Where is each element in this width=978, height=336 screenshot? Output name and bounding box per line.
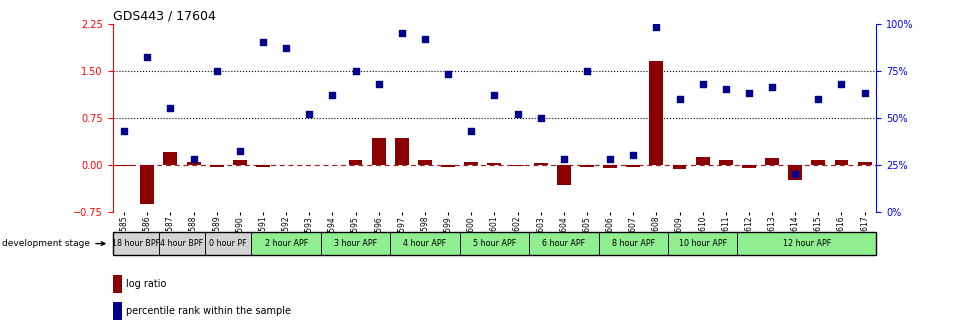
Point (371, 81, 386, 86)
Point (116, 128, 132, 133)
Point (764, 85, 779, 90)
Point (579, 68, 595, 73)
Bar (765, 158, 778, 165)
Point (417, 36, 432, 41)
Bar (857, 162, 870, 165)
Point (671, 96, 687, 101)
Bar (209, 165, 223, 167)
Bar (598, 232, 667, 255)
Point (393, 30, 409, 36)
Point (232, 149, 247, 154)
Bar (140, 165, 155, 204)
Point (510, 111, 525, 117)
Text: 3 hour APF: 3 hour APF (333, 239, 377, 248)
Bar (158, 232, 205, 255)
Point (833, 81, 849, 86)
Point (186, 156, 201, 162)
Bar (672, 165, 686, 169)
Text: percentile rank within the sample: percentile rank within the sample (125, 306, 290, 316)
Bar (441, 165, 455, 167)
Bar (112, 302, 121, 320)
Bar (418, 160, 431, 165)
Bar (648, 61, 663, 165)
Bar (787, 165, 801, 180)
Bar (251, 232, 321, 255)
Bar (233, 160, 246, 165)
Point (255, 40, 271, 45)
Point (162, 106, 178, 111)
Point (486, 92, 502, 98)
Bar (205, 232, 251, 255)
Point (556, 156, 571, 162)
Bar (667, 232, 736, 255)
Point (740, 90, 756, 96)
Text: 5 hour APF: 5 hour APF (472, 239, 515, 248)
Bar (464, 162, 477, 165)
Bar (187, 162, 200, 165)
Bar (163, 152, 177, 165)
Bar (833, 160, 848, 165)
Text: 10 hour APF: 10 hour APF (678, 239, 726, 248)
Bar (626, 165, 640, 167)
Bar (112, 275, 121, 293)
Point (786, 171, 802, 177)
Bar (321, 232, 390, 255)
Bar (556, 165, 570, 185)
Text: log ratio: log ratio (125, 279, 166, 289)
Bar (602, 165, 616, 168)
Bar (117, 165, 131, 166)
Bar (348, 160, 362, 165)
Point (278, 45, 293, 51)
Bar (460, 232, 528, 255)
Bar (487, 163, 501, 165)
Point (601, 156, 617, 162)
Text: development stage: development stage (2, 239, 105, 248)
Text: GDS443 / 17604: GDS443 / 17604 (112, 9, 215, 23)
Bar (372, 138, 385, 165)
Point (532, 115, 548, 120)
Text: 8 hour APF: 8 hour APF (611, 239, 654, 248)
Point (139, 55, 155, 60)
Point (810, 96, 825, 101)
Point (347, 68, 363, 73)
Point (647, 25, 663, 30)
Text: 4 hour APF: 4 hour APF (403, 239, 446, 248)
Bar (112, 232, 158, 255)
Text: 2 hour APF: 2 hour APF (264, 239, 307, 248)
Bar (741, 165, 755, 168)
Bar (579, 165, 594, 167)
Bar (533, 163, 547, 165)
Point (463, 128, 478, 133)
Point (208, 68, 224, 73)
Point (856, 90, 871, 96)
Text: 4 hour BPF: 4 hour BPF (160, 239, 203, 248)
Text: 12 hour APF: 12 hour APF (781, 239, 830, 248)
Bar (256, 165, 270, 167)
Text: 18 hour BPF: 18 hour BPF (111, 239, 159, 248)
Point (301, 111, 317, 117)
Point (625, 153, 641, 158)
Bar (811, 160, 824, 165)
Bar (394, 138, 409, 165)
Point (325, 92, 340, 98)
Bar (390, 232, 460, 255)
Bar (511, 165, 524, 166)
Point (694, 81, 710, 86)
Text: 6 hour APF: 6 hour APF (542, 239, 585, 248)
Point (440, 72, 456, 77)
Bar (736, 232, 875, 255)
Bar (718, 160, 732, 165)
Point (717, 87, 733, 92)
Bar (695, 157, 709, 165)
Text: 0 hour PF: 0 hour PF (209, 239, 246, 248)
Bar (528, 232, 598, 255)
